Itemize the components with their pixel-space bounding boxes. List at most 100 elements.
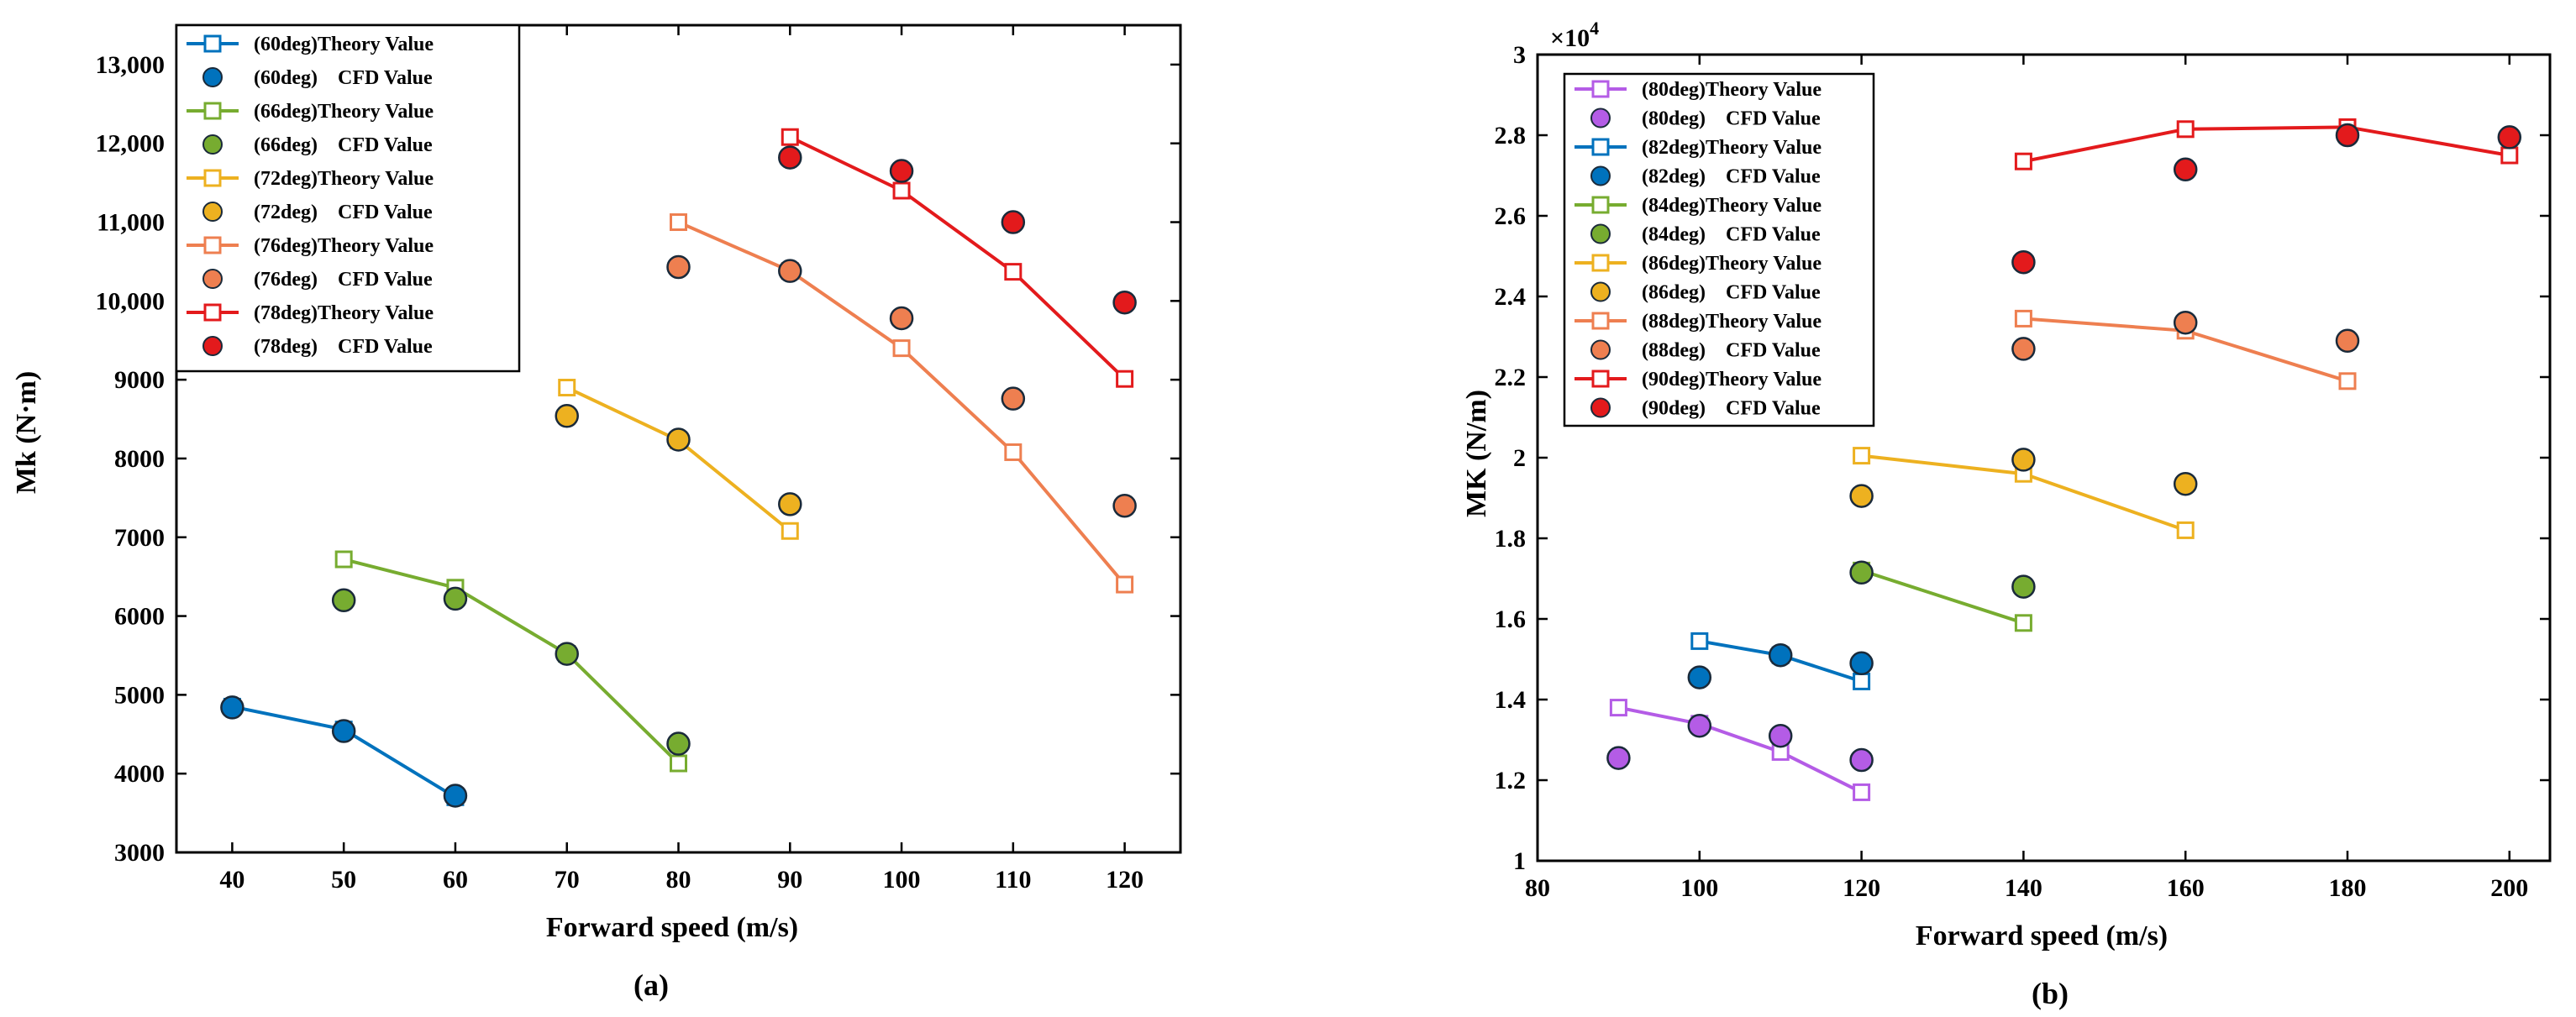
panel-b-legend-cfd-label: (84deg) CFD Value [1642,224,1821,246]
plot-b: 80 100 120 140 160 180 200 1 1.2 1.4 1.6 1.8 2 2.2 2.4… [1495,41,2552,902]
panel-a-series-66deg-theory-line [343,558,680,765]
panel-a-ytick-label: 13,000 [96,51,166,79]
panel-b-ytick-label: 2.4 [1495,283,1527,311]
panel-a-series-76deg-cfd-point [666,254,691,280]
panel-a-ytick-label: 11,000 [97,209,165,237]
panel-b-series-88deg-cfd-point [2335,328,2360,354]
panel-a-legend-theory-label: (72deg)Theory Value [254,168,434,190]
panel-a-legend-theory-marker [203,102,222,120]
panel-b-series-80deg-cfd-point [1768,723,1793,748]
panel-b-legend-theory-label: (86deg)Theory Value [1642,253,1822,275]
panel-b-series-82deg-theory-point [1690,632,1709,650]
panel-b-legend-theory-marker [1591,80,1610,98]
panel-b-series-80deg-cfd-point [1687,713,1712,738]
panel-b-ytick-label: 2 [1513,444,1526,472]
panel-a-label: (a) [633,968,669,1002]
panel-a-legend-cfd-marker [202,336,223,356]
panel-b-legend-theory-label: (82deg)Theory Value [1642,137,1822,159]
panel-a-legend-cfd-label: (60deg) CFD Value [254,67,433,89]
panel-a-legend-cfd-marker [202,202,223,222]
panel-b-ytick-label: 2.2 [1495,364,1527,391]
panel-b-series-86deg-cfd-point [2011,448,2036,472]
panel-a-series-78deg-theory-point [1004,263,1023,281]
panel-b-series-90deg-theory-point [2500,146,2519,165]
panel-a-series-60deg-cfd-point [443,784,468,808]
panel-a-legend-cfd-label: (76deg) CFD Value [254,269,433,291]
panel-b: Forward speed (m/s) MK (N/m) (b) ×104 [1461,18,2168,1010]
panel-b-series-86deg-theory-point [1853,447,1871,465]
panel-a-series-76deg-theory-point [892,339,911,358]
panel-b-legend-cfd-label: (88deg) CFD Value [1642,340,1821,362]
panel-b-legend-cfd-marker [1590,223,1611,244]
panel-a-series-78deg-cfd-point [1001,210,1026,234]
panel-a-series-66deg-theory-point [334,550,353,569]
panel-b-legend-theory-label: (80deg)Theory Value [1642,79,1822,101]
panel-a-xtick-label: 50 [331,866,356,894]
panel-b-series-84deg-theory-point [2014,614,2032,632]
panel-b-xtick-label: 140 [2005,874,2042,902]
panel-b-series-90deg-cfd-point [2011,249,2036,275]
panel-b-series-80deg-cfd-point [1606,746,1631,770]
panel-a-legend-theory-marker [203,34,222,53]
panel-b-series-90deg-cfd-point [2173,157,2198,182]
panel-a-ytick-label: 12,000 [96,130,166,158]
panel-a-series-60deg-cfd-point [220,695,244,720]
panel-a-series-66deg-cfd-point [443,586,468,611]
panel-a-legend-theory-label: (66deg)Theory Value [254,101,434,123]
panel-b-ytick-label: 1.4 [1495,686,1527,714]
panel-a-legend-cfd-marker [202,67,223,87]
panel-b-exponent-power: 4 [1590,18,1599,39]
panel-b-series-82deg-cfd-point [1849,651,1874,676]
panel-b-legend-theory-marker [1591,370,1610,388]
panel-b-series-82deg-cfd-point [1687,665,1712,689]
panel-a-legend-cfd-marker [202,269,223,289]
panel-b-exponent-base: ×10 [1550,24,1590,52]
panel-b-series-90deg-theory-line [2023,125,2510,164]
panel-b-legend-theory-label: (84deg)Theory Value [1642,195,1822,217]
panel-b-ytick-label: 2.6 [1495,202,1527,230]
panel-b-label: (b) [2032,977,2069,1010]
panel-b-series-82deg-theory-point [1853,672,1871,690]
panel-a-legend-theory-label: (78deg)Theory Value [254,302,434,324]
panel-a-xtick-label: 40 [219,866,244,894]
panel-b-series-84deg-theory-line [1860,569,2025,625]
panel-a-legend-cfd-label: (78deg) CFD Value [254,336,433,358]
panel-a-series-60deg-cfd-point [331,719,356,743]
panel-a-series-78deg-theory-point [1116,370,1134,388]
panel-b-legend: (80deg)Theory Value (80deg) CFD Value (82d… [1563,72,1875,427]
panel-a-ytick-label: 10,000 [96,287,166,315]
panel-a-series-72deg-theory-line [565,385,791,532]
panel-b-legend-cfd-label: (80deg) CFD Value [1642,108,1821,130]
panel-a-series-76deg-cfd-point [1112,493,1137,518]
panel-a-series-72deg-theory-point [558,379,576,397]
panel-a-series-66deg-cfd-point [555,642,579,666]
panel-a-legend-theory-marker [203,236,222,254]
panel-b-ytick-label: 1.8 [1495,525,1527,553]
panel-a-xlabel: Forward speed (m/s) [546,912,798,943]
panel-a-series-78deg-cfd-point [889,159,914,183]
panel-a-ytick-label: 9000 [114,366,165,394]
panel-b-ytick-label: 1 [1513,847,1526,875]
panel-a-xtick-label: 70 [555,866,580,894]
panel-b-xtick-label: 200 [2490,874,2528,902]
panel-b-legend-theory-marker [1591,138,1610,156]
panel-a-series-76deg-theory-point [1004,443,1023,461]
panel-a-series-76deg-theory-point [670,213,687,232]
panel-b-series-90deg-cfd-point [2497,125,2522,149]
panel-a-ytick-label: 8000 [114,445,165,473]
panel-b-legend-theory-marker [1591,254,1610,272]
panel-b-ytick-label: 1.6 [1495,605,1527,633]
panel-a-legend-theory-marker [203,169,222,187]
panel-b-series-84deg-cfd-point [1849,560,1874,585]
panel-a-xtick-label: 80 [666,866,691,894]
panel-b-legend-cfd-marker [1590,339,1611,360]
panel-a-legend-theory-marker [203,303,222,322]
panel-a-xtick-label: 60 [443,866,468,894]
panel-a-series-78deg-cfd-point [1112,290,1137,315]
panel-b-legend-cfd-marker [1590,107,1611,128]
panel-a-series-66deg-cfd-point [666,731,691,756]
panel-b-xtick-label: 80 [1525,874,1550,902]
panel-b-series-88deg-theory-point [2014,309,2032,328]
panel-a-series-72deg-cfd-point [666,427,691,452]
panel-b-legend-theory-marker [1591,196,1610,214]
